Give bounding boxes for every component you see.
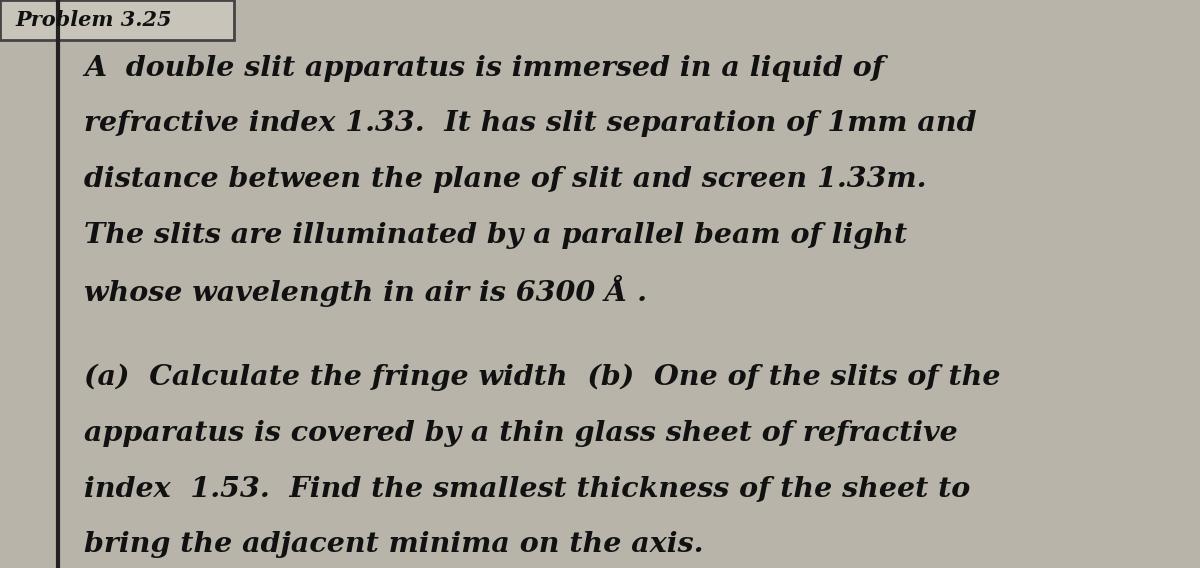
Text: Problem 3.25: Problem 3.25 (16, 10, 172, 30)
Text: refractive index 1.33.  It has slit separation of 1mm and: refractive index 1.33. It has slit separ… (84, 110, 977, 137)
Text: bring the adjacent minima on the axis.: bring the adjacent minima on the axis. (84, 531, 703, 558)
Text: apparatus is covered by a thin glass sheet of refractive: apparatus is covered by a thin glass she… (84, 420, 958, 447)
FancyBboxPatch shape (0, 0, 234, 40)
Text: index  1.53.  Find the smallest thickness of the sheet to: index 1.53. Find the smallest thickness … (84, 475, 971, 503)
Text: A  double slit apparatus is immersed in a liquid of: A double slit apparatus is immersed in a… (84, 55, 884, 82)
Text: distance between the plane of slit and screen 1.33m.: distance between the plane of slit and s… (84, 166, 926, 193)
Text: The slits are illuminated by a parallel beam of light: The slits are illuminated by a parallel … (84, 222, 907, 249)
Text: (a)  Calculate the fringe width  (b)  One of the slits of the: (a) Calculate the fringe width (b) One o… (84, 364, 1001, 391)
Text: whose wavelength in air is 6300 Å .: whose wavelength in air is 6300 Å . (84, 275, 647, 307)
